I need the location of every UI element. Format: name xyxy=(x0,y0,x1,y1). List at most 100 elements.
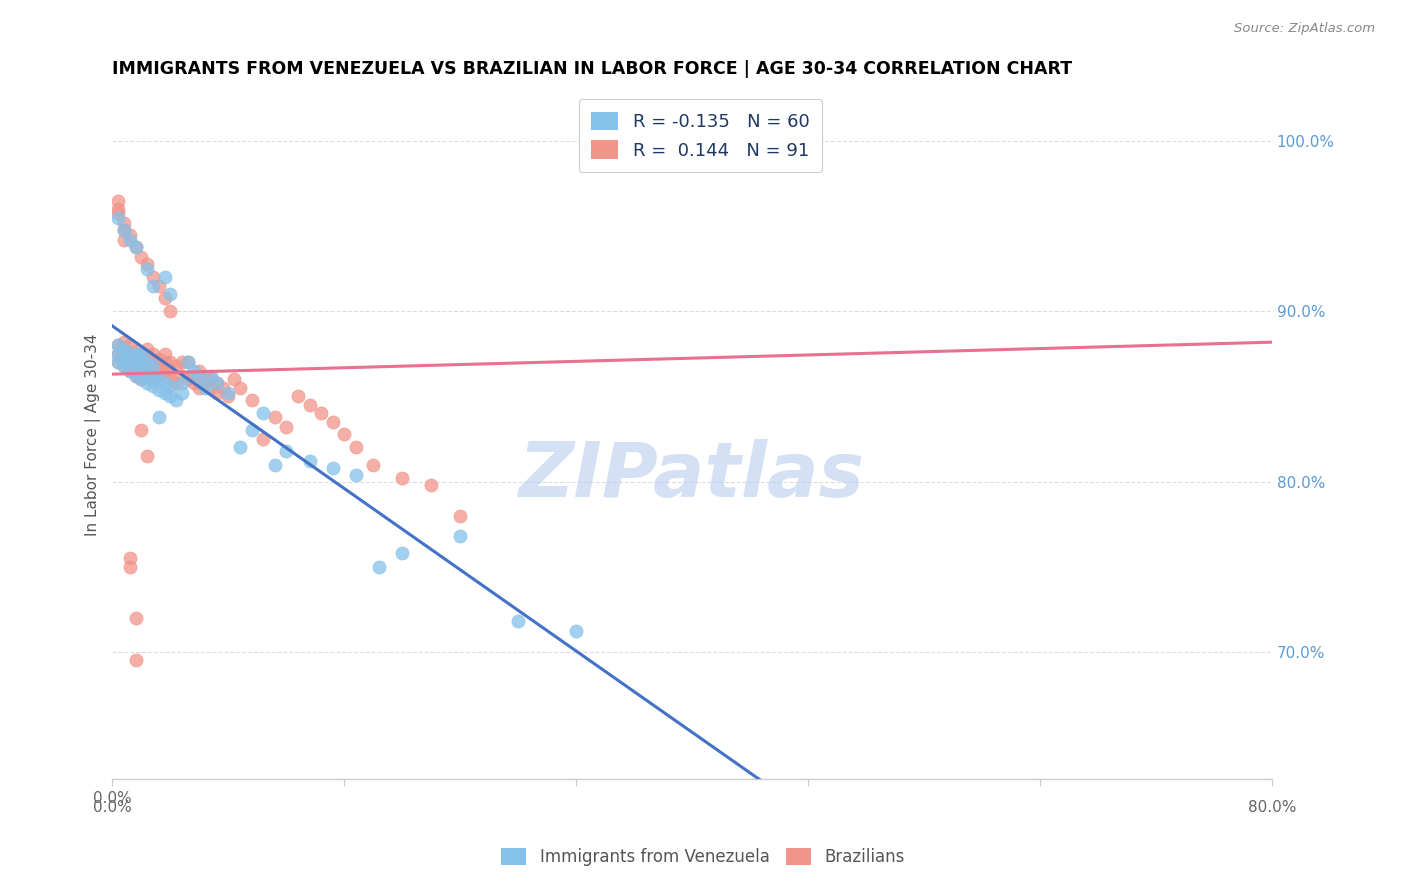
Point xyxy=(276,443,298,458)
Point xyxy=(148,369,170,384)
Point xyxy=(183,376,205,390)
Point xyxy=(363,458,385,472)
Point xyxy=(287,389,309,403)
Point xyxy=(217,386,239,401)
Point xyxy=(148,352,170,367)
Point xyxy=(508,614,530,628)
Point xyxy=(309,407,332,421)
Point xyxy=(112,334,135,349)
Point xyxy=(136,369,159,384)
Point xyxy=(194,381,217,395)
Point xyxy=(112,233,135,247)
Point xyxy=(177,372,200,386)
Point xyxy=(142,372,165,386)
Point xyxy=(159,389,181,403)
Point xyxy=(112,223,135,237)
Point xyxy=(183,364,205,378)
Text: 0.0%: 0.0% xyxy=(93,799,132,814)
Point xyxy=(211,381,233,395)
Point xyxy=(112,223,135,237)
Point xyxy=(112,351,135,365)
Point xyxy=(183,369,205,384)
Point xyxy=(107,338,129,352)
Point xyxy=(107,206,129,220)
Point xyxy=(118,338,141,352)
Point xyxy=(229,441,252,455)
Point xyxy=(263,409,285,424)
Point xyxy=(124,369,146,384)
Text: ZIPatlas: ZIPatlas xyxy=(519,439,865,513)
Point xyxy=(142,369,165,384)
Point xyxy=(322,461,344,475)
Point xyxy=(188,372,211,386)
Point xyxy=(118,355,141,369)
Point xyxy=(124,240,146,254)
Point xyxy=(153,347,176,361)
Point xyxy=(170,376,193,390)
Point xyxy=(118,364,141,378)
Point xyxy=(148,372,170,386)
Point xyxy=(107,347,129,361)
Point xyxy=(344,467,367,482)
Point xyxy=(194,376,217,390)
Point xyxy=(136,342,159,356)
Point xyxy=(131,347,153,361)
Point xyxy=(131,364,153,378)
Point xyxy=(124,369,146,384)
Point xyxy=(131,347,153,361)
Point xyxy=(252,432,274,446)
Point xyxy=(159,287,181,301)
Point xyxy=(124,343,146,358)
Point xyxy=(142,379,165,393)
Point xyxy=(205,376,228,390)
Point xyxy=(118,355,141,369)
Point xyxy=(153,355,176,369)
Point xyxy=(142,359,165,373)
Point xyxy=(118,347,141,361)
Point xyxy=(153,270,176,285)
Point xyxy=(565,624,588,639)
Point xyxy=(298,398,321,412)
Point xyxy=(118,559,141,574)
Point xyxy=(153,364,176,378)
Point xyxy=(148,409,170,424)
Point xyxy=(276,420,298,434)
Point xyxy=(344,441,367,455)
Point xyxy=(200,372,222,386)
Point xyxy=(165,376,187,390)
Point xyxy=(107,211,129,225)
Point xyxy=(136,376,159,390)
Point xyxy=(107,355,129,369)
Point xyxy=(112,216,135,230)
Point xyxy=(170,386,193,401)
Point xyxy=(118,233,141,247)
Point xyxy=(391,546,413,560)
Point xyxy=(107,194,129,208)
Point xyxy=(118,364,141,378)
Point xyxy=(449,529,471,543)
Point xyxy=(131,372,153,386)
Point xyxy=(368,559,391,574)
Point xyxy=(112,359,135,373)
Point xyxy=(107,338,129,352)
Point xyxy=(142,347,165,361)
Point xyxy=(333,426,356,441)
Point xyxy=(124,653,146,667)
Point xyxy=(159,304,181,318)
Point xyxy=(449,508,471,523)
Point xyxy=(420,478,443,492)
Point xyxy=(142,279,165,293)
Text: Source: ZipAtlas.com: Source: ZipAtlas.com xyxy=(1234,22,1375,36)
Point xyxy=(159,364,181,378)
Point xyxy=(200,369,222,384)
Point xyxy=(131,372,153,386)
Point xyxy=(200,381,222,395)
Point xyxy=(118,551,141,566)
Point xyxy=(298,454,321,468)
Legend: Immigrants from Venezuela, Brazilians: Immigrants from Venezuela, Brazilians xyxy=(494,840,912,875)
Point xyxy=(131,352,153,367)
Point xyxy=(217,389,239,403)
Point xyxy=(252,407,274,421)
Point xyxy=(148,279,170,293)
Point xyxy=(205,386,228,401)
